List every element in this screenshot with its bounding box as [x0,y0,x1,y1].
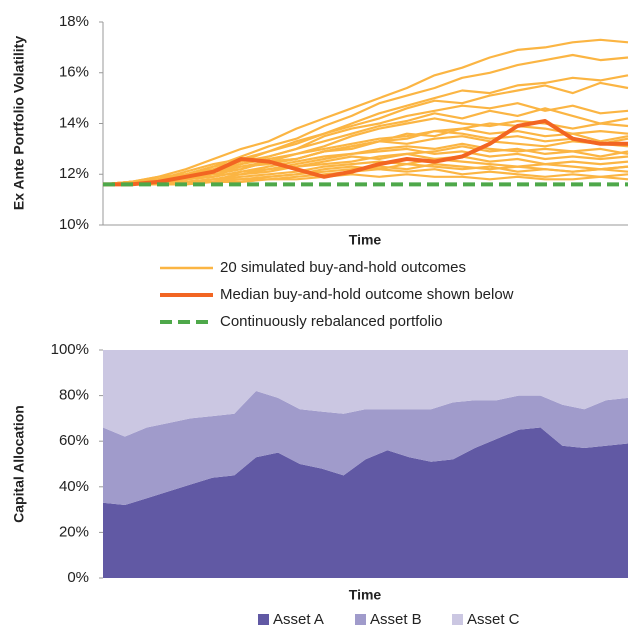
legend-label: Asset C [467,611,520,628]
y-axis-title: Capital Allocation [11,405,27,523]
y-tick-label: 20% [59,523,89,540]
data-line [103,173,629,186]
y-tick-label: 40% [59,478,89,495]
legend-swatch [452,614,463,625]
legend-label: Continuously rebalanced portfolio [220,313,443,330]
data-line [103,145,629,186]
data-area [103,427,628,578]
y-tick-label: 80% [59,387,89,404]
data-line [102,107,629,186]
legend-label: Median buy-and-hold outcome shown below [220,286,514,303]
y-tick-label: 14% [59,114,89,131]
legend-swatch [355,614,366,625]
y-tick-label: 100% [51,341,89,358]
data-area [103,391,628,505]
y-axis-title: Ex Ante Portfolio Volatility [11,36,27,210]
y-tick-label: 12% [59,165,89,182]
x-axis-title: Time [349,587,382,603]
y-tick-label: 10% [59,216,89,233]
y-tick-label: 0% [67,569,89,586]
legend-swatch [258,614,269,625]
x-axis-title: Time [349,232,382,248]
legend-label: Asset B [370,611,422,628]
data-line [103,119,628,187]
data-area [103,350,628,437]
y-tick-label: 18% [59,13,89,30]
legend-label: 20 simulated buy-and-hold outcomes [220,259,466,276]
data-line [103,74,629,186]
data-line [102,38,629,186]
legend-label: Asset A [273,611,324,628]
y-tick-label: 60% [59,432,89,449]
y-tick-label: 16% [59,64,89,81]
